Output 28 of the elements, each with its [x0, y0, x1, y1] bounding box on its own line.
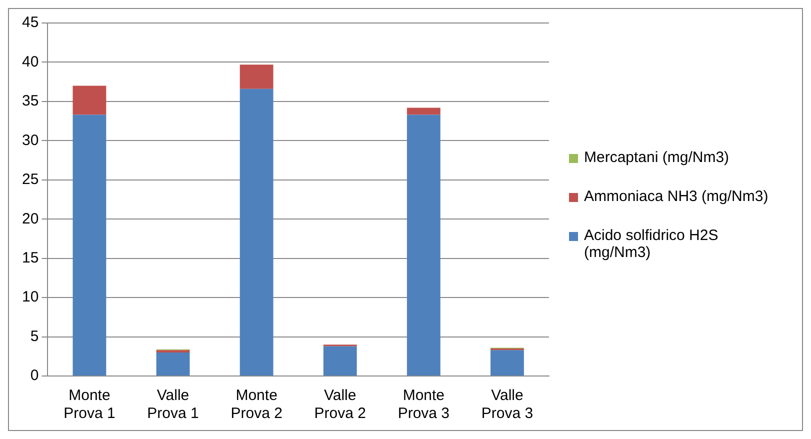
bar — [240, 64, 274, 89]
bar — [406, 108, 440, 115]
y-tick-label: 35 — [22, 92, 39, 110]
y-tick-label: 30 — [22, 132, 39, 149]
y-tick-label: 20 — [22, 210, 39, 228]
bar — [240, 88, 274, 376]
x-tick-label: Monte Prova 1 — [64, 387, 116, 422]
y-tick-label: 10 — [22, 288, 39, 306]
bar — [72, 86, 106, 115]
y-tick-label: 5 — [30, 328, 39, 345]
bar — [156, 352, 190, 376]
x-tick-label: Valle Prova 1 — [147, 387, 199, 422]
legend-label: Ammoniaca NH3 (mg/Nm3) — [584, 188, 768, 205]
y-tick-label: 40 — [22, 53, 39, 70]
x-tick-label: Monte Prova 2 — [230, 387, 282, 422]
bar — [72, 114, 106, 376]
y-tick-label: 0 — [30, 367, 39, 384]
bar — [406, 114, 440, 376]
legend-label: Mercaptani (mg/Nm3) — [584, 149, 730, 166]
legend-label: Acido solfidrico H2S (mg/Nm3) — [584, 227, 720, 261]
x-tick-label: Valle Prova 2 — [314, 387, 366, 422]
x-tick-label: Valle Prova 3 — [481, 387, 534, 422]
y-tick-label: 45 — [22, 14, 39, 32]
y-tick-label: 25 — [22, 171, 39, 188]
bar — [490, 350, 524, 376]
y-tick-label: 15 — [22, 249, 39, 266]
x-tick-label: Monte Prova 3 — [398, 387, 450, 422]
bar — [323, 346, 357, 376]
